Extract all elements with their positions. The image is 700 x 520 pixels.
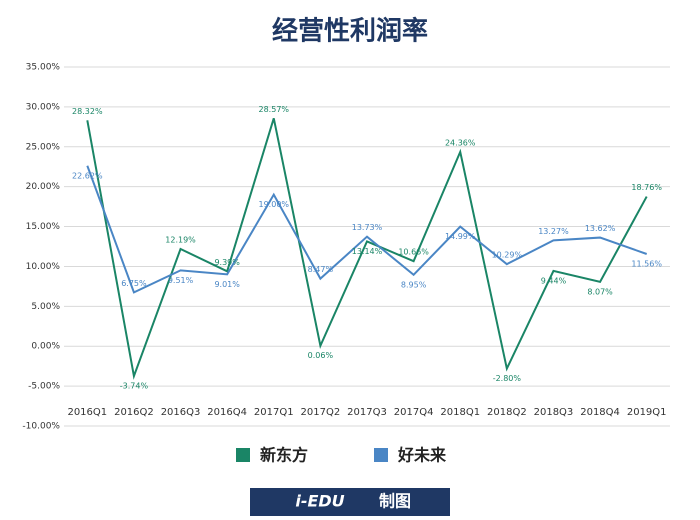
data-label: -2.80%	[493, 374, 522, 383]
y-tick-label: -5.00%	[28, 382, 60, 392]
data-label: 11.56%	[631, 259, 662, 268]
data-label: 9.51%	[168, 276, 194, 285]
legend-swatch	[374, 448, 388, 462]
chart-title: 经营性利润率	[272, 16, 428, 47]
data-label: 13.62%	[585, 224, 616, 233]
data-label: 22.62%	[72, 171, 103, 180]
data-label: 28.57%	[259, 105, 290, 114]
legend-label: 好未来	[397, 446, 447, 465]
data-label: 10.66%	[398, 248, 429, 257]
data-label: 28.32%	[72, 107, 103, 116]
data-label: 19.00%	[259, 200, 290, 209]
y-tick-label: 15.00%	[26, 222, 61, 232]
series-line	[86, 165, 648, 294]
data-label: 12.19%	[165, 235, 196, 244]
x-tick-label: 2018Q4	[580, 407, 620, 418]
y-tick-label: 20.00%	[26, 182, 61, 192]
x-tick-label: 2017Q4	[394, 407, 434, 418]
footer-text: 制图	[379, 492, 411, 511]
y-tick-label: 5.00%	[31, 302, 60, 312]
data-label: -3.74%	[120, 382, 149, 391]
data-label: 0.06%	[308, 351, 334, 360]
x-tick-label: 2018Q2	[487, 407, 527, 418]
data-label: 14.99%	[445, 232, 476, 241]
data-label: 8.47%	[308, 265, 334, 274]
data-label: 9.44%	[541, 276, 567, 285]
data-label: 8.07%	[587, 287, 613, 296]
y-tick-label: 25.00%	[26, 142, 61, 152]
data-label: 8.95%	[401, 280, 427, 289]
x-tick-label: 2018Q3	[534, 407, 574, 418]
y-tick-label: -10.00%	[22, 422, 60, 432]
x-tick-label: 2018Q1	[440, 407, 480, 418]
x-tick-label: 2016Q3	[161, 407, 201, 418]
y-tick-label: 35.00%	[26, 63, 61, 73]
x-tick-label: 2017Q2	[301, 407, 341, 418]
data-label: 6.75%	[121, 279, 147, 288]
data-label: 13.14%	[352, 247, 383, 256]
data-label: 13.73%	[352, 223, 383, 232]
x-tick-label: 2019Q1	[627, 407, 667, 418]
series-line	[86, 118, 648, 380]
footer-text: i-EDU	[295, 492, 344, 511]
y-tick-label: 10.00%	[26, 262, 61, 272]
x-tick-label: 2016Q2	[114, 407, 154, 418]
data-label: 9.39%	[214, 258, 240, 267]
legend-label: 新东方	[260, 446, 308, 465]
x-tick-label: 2017Q1	[254, 407, 294, 418]
legend-swatch	[236, 448, 250, 462]
x-tick-label: 2016Q1	[67, 407, 107, 418]
data-label: 24.36%	[445, 138, 476, 147]
y-tick-label: 30.00%	[26, 102, 61, 112]
x-tick-label: 2017Q3	[347, 407, 387, 418]
y-tick-label: 0.00%	[31, 342, 60, 352]
data-label: 18.76%	[631, 183, 662, 192]
data-label: 13.27%	[538, 227, 569, 236]
footer-logo	[250, 488, 450, 516]
x-tick-label: 2016Q4	[207, 407, 247, 418]
data-label: 10.29%	[492, 251, 523, 260]
data-label: 9.01%	[214, 280, 240, 289]
